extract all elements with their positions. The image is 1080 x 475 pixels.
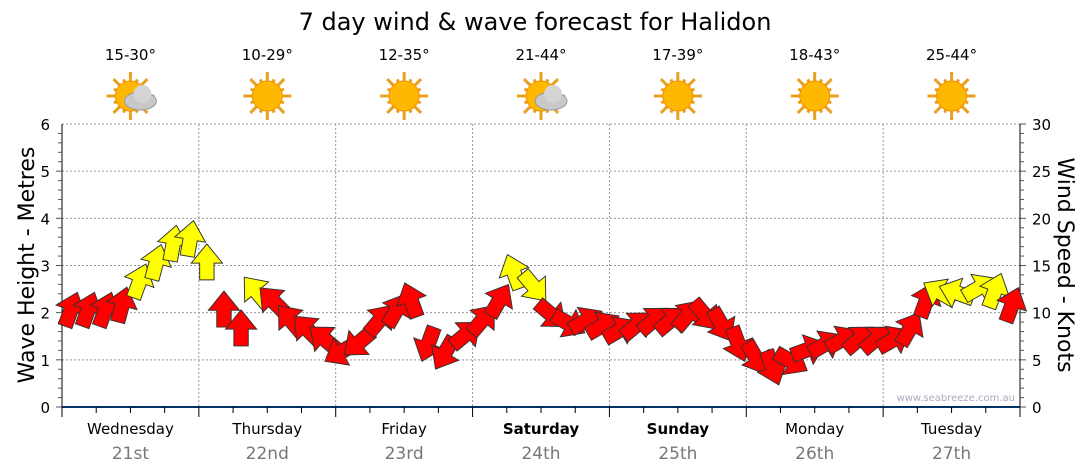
day-temp-range: 25-44° — [926, 46, 977, 64]
wind-arrow — [190, 243, 224, 281]
y-tick-left: 4 — [40, 210, 50, 228]
cloud — [133, 85, 152, 103]
y-tick-left: 3 — [40, 258, 50, 276]
sun-icon — [653, 72, 702, 120]
y-tick-left: 1 — [40, 352, 50, 370]
day-name: Monday — [785, 420, 844, 438]
wind-arrow — [395, 282, 428, 320]
y-tick-right: 10 — [1032, 305, 1051, 323]
day-date: 26th — [795, 444, 834, 464]
day-temp-range: 18-43° — [789, 46, 840, 64]
sun-disc — [662, 80, 694, 112]
y-tick-left: 0 — [40, 399, 50, 417]
y-tick-right: 30 — [1032, 116, 1051, 134]
day-name: Sunday — [647, 420, 710, 438]
day-name: Wednesday — [87, 420, 174, 438]
wind-arrow — [516, 268, 547, 302]
day-name: Tuesday — [920, 420, 982, 438]
wind-arrow — [224, 309, 258, 347]
day-name: Friday — [381, 420, 427, 438]
chart-title: 7 day wind & wave forecast for Halidon — [299, 8, 772, 36]
sun-disc — [388, 80, 420, 112]
y-tick-left: 5 — [40, 163, 50, 181]
sun-icon — [243, 72, 292, 120]
wind-arrow — [173, 219, 207, 258]
y-axis-left-label: Wave Height - Metres — [15, 147, 40, 384]
y-tick-right: 25 — [1032, 163, 1051, 181]
y-tick-left: 6 — [40, 116, 50, 134]
sun-icon — [790, 72, 839, 120]
wind-arrow — [978, 272, 1011, 311]
partly-cloudy-icon — [517, 72, 568, 120]
cloud — [544, 85, 562, 103]
wind-arrow — [894, 312, 924, 349]
y-tick-right: 15 — [1032, 258, 1051, 276]
day-temp-range: 21-44° — [515, 46, 566, 64]
wind-arrow — [687, 296, 718, 330]
partly-cloudy-icon — [106, 72, 157, 120]
y-tick-right: 5 — [1032, 352, 1042, 370]
y-tick-right: 0 — [1032, 399, 1042, 417]
wind-arrow — [995, 286, 1028, 325]
y-tick-right: 20 — [1032, 210, 1051, 228]
sun-disc — [251, 80, 283, 112]
day-date: 25th — [658, 444, 697, 464]
sun-icon — [380, 72, 429, 120]
day-name: Thursday — [231, 420, 302, 438]
watermark: www.seabreeze.com.au — [897, 393, 1015, 404]
y-axis-right-label: Wind Speed - Knots — [1052, 157, 1077, 372]
day-date: 27th — [932, 444, 971, 464]
y-tick-left: 2 — [40, 305, 50, 323]
sun-icon — [927, 72, 976, 120]
sun-disc — [799, 80, 831, 112]
day-temp-range: 15-30° — [105, 46, 156, 64]
day-name: Saturday — [503, 420, 580, 438]
day-date: 22nd — [246, 444, 289, 464]
day-temp-range: 17-39° — [652, 46, 703, 64]
day-date: 23rd — [385, 444, 424, 464]
day-temp-range: 10-29° — [242, 46, 293, 64]
wind-arrow — [483, 283, 514, 320]
day-date: 24th — [521, 444, 560, 464]
sun-disc — [936, 80, 968, 112]
day-date: 21st — [112, 444, 149, 464]
day-temp-range: 12-35° — [379, 46, 430, 64]
